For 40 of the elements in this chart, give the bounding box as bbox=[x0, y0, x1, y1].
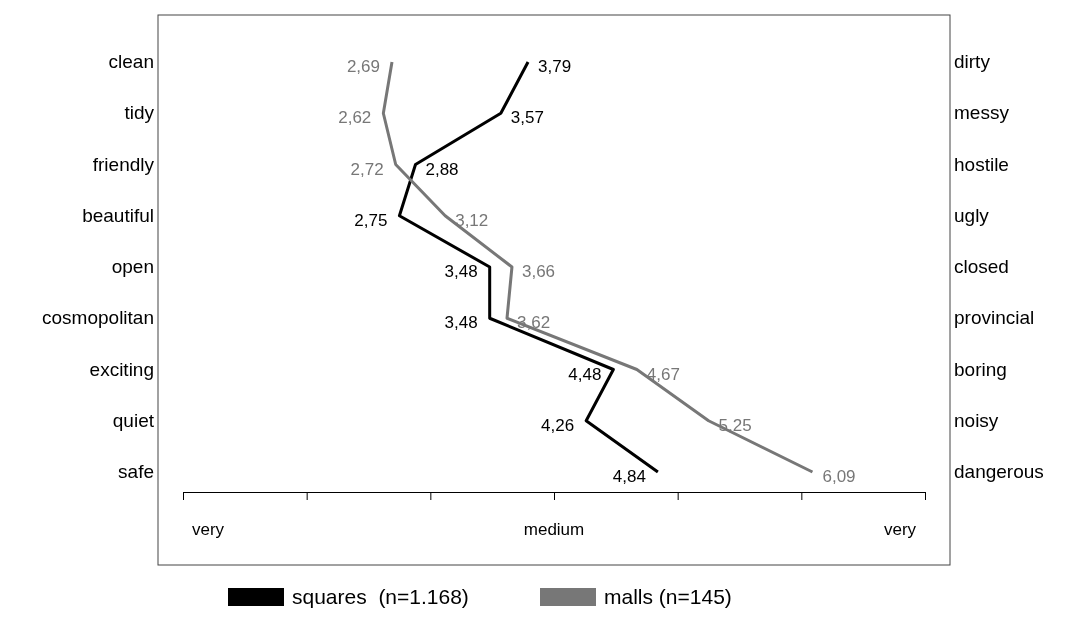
text: very bbox=[191, 520, 225, 539]
y-tick-label: clean bbox=[108, 51, 154, 72]
y2-tick-label: dirty bbox=[954, 51, 991, 72]
y2-tick-label: ugly bbox=[954, 204, 990, 226]
data-label: 4,26 bbox=[541, 415, 575, 435]
data-label: 2,69 bbox=[346, 57, 380, 76]
data-label: 3,12 bbox=[455, 210, 489, 230]
text: very bbox=[883, 520, 917, 539]
data-label: 3,48 bbox=[444, 313, 478, 333]
data-label: 3,66 bbox=[521, 262, 556, 281]
data-label: 4,48 bbox=[568, 364, 602, 384]
y2-tick-label: closed bbox=[954, 256, 1009, 277]
y-tick-label: open bbox=[111, 256, 154, 277]
data-label: 4,84 bbox=[612, 467, 646, 486]
y-tick-label: exciting bbox=[89, 358, 154, 380]
data-label: 3,57 bbox=[510, 108, 544, 128]
y-tick-label: beautiful bbox=[82, 204, 154, 226]
y-tick-label: friendly bbox=[92, 153, 155, 175]
y2-tick-label: messy bbox=[954, 102, 1010, 124]
text: medium bbox=[523, 520, 585, 539]
y2-tick-label: boring bbox=[954, 358, 1007, 380]
data-label: 4,67 bbox=[646, 364, 680, 384]
data-label: 2,88 bbox=[425, 159, 459, 179]
data-label: 3,79 bbox=[538, 57, 572, 76]
y2-tick-label: provincial bbox=[954, 307, 1035, 329]
y-tick-label: cosmopolitan bbox=[42, 307, 154, 329]
data-label: 6,09 bbox=[822, 467, 856, 486]
legend-label: squares (n=1.168) bbox=[292, 585, 469, 608]
data-label: 5,25 bbox=[718, 415, 752, 435]
data-label: 2,62 bbox=[338, 108, 372, 128]
data-label: 2,75 bbox=[354, 210, 388, 230]
y2-tick-label: dangerous bbox=[954, 461, 1044, 482]
data-label: 2,72 bbox=[350, 159, 384, 179]
y2-tick-label: noisy bbox=[954, 409, 999, 431]
legend-label: malls (n=145) bbox=[604, 585, 732, 608]
y-tick-label: quiet bbox=[112, 409, 155, 431]
y2-tick-label: hostile bbox=[954, 153, 1009, 175]
y-tick-label: safe bbox=[118, 461, 154, 482]
y-tick-label: tidy bbox=[124, 102, 155, 124]
data-label: 3,48 bbox=[444, 262, 478, 281]
